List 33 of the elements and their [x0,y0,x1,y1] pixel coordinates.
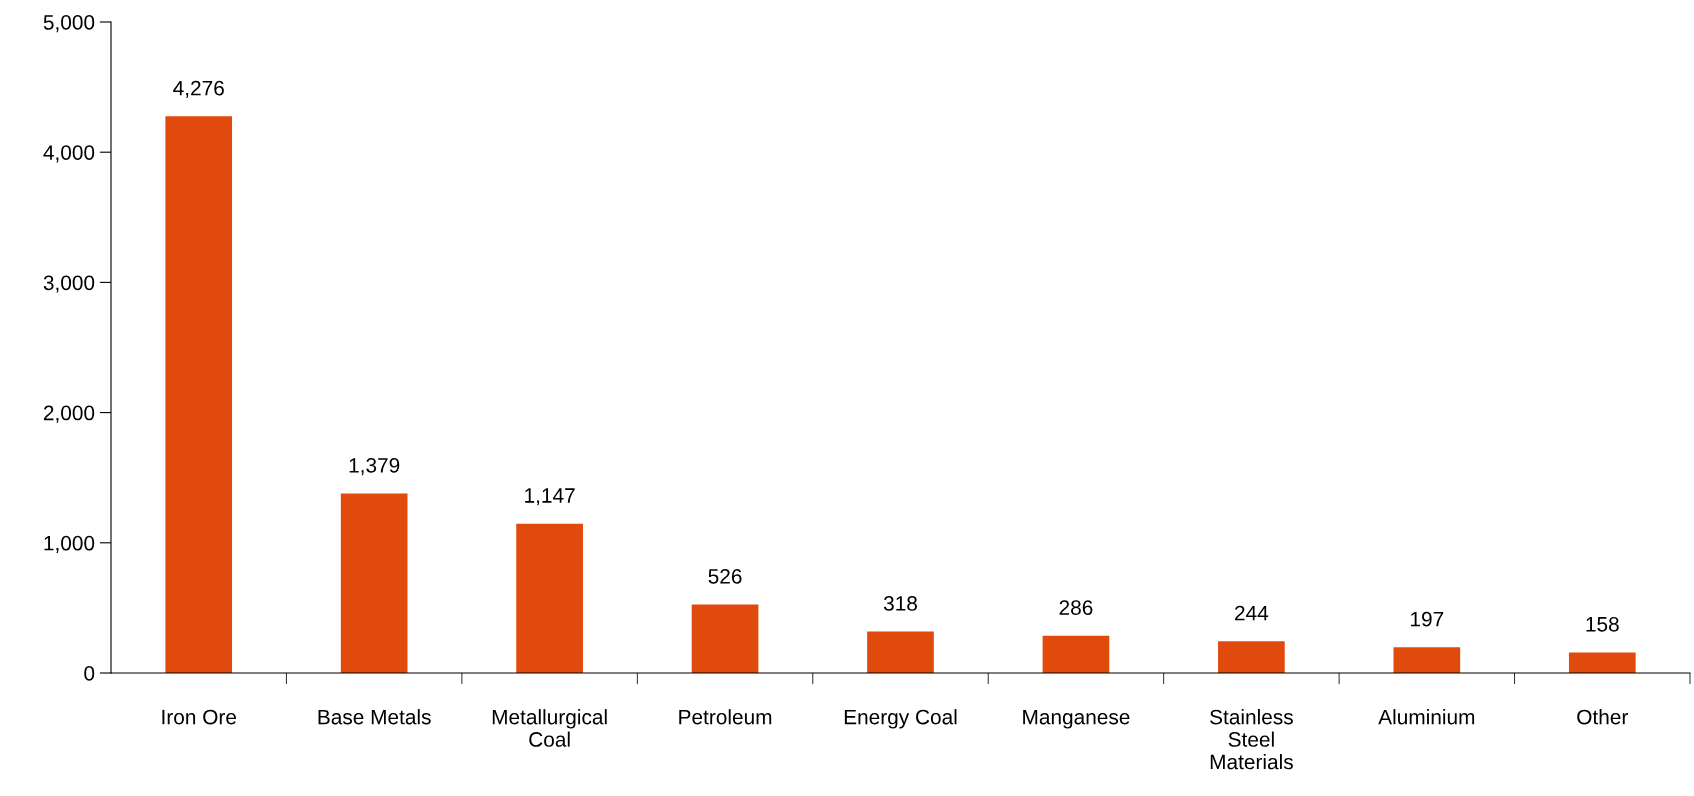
bar [340,493,408,673]
bar [691,604,759,673]
x-tick-label: Metallurgical Coal [492,709,607,747]
data-label: 197 [1411,611,1444,627]
x-tick-label: Base Metals [318,709,431,725]
y-tick-label: 2,000 [43,405,95,423]
x-tick-label: Other [1577,709,1628,725]
bar [516,523,583,673]
x-tick-label: Aluminium [1378,709,1475,725]
x-tick-label: Energy Coal [844,709,957,729]
data-label: 158 [1586,616,1619,632]
x-tick-label: Petroleum [679,709,772,725]
bar [1393,647,1461,673]
data-label: 1,379 [349,457,400,476]
y-tick-label: 5,000 [43,15,95,33]
data-label: 286 [1059,600,1093,615]
bar [867,631,934,673]
y-tick-label: 4,000 [43,145,95,163]
data-label: 318 [883,596,917,611]
bar [1042,635,1110,673]
data-label: 526 [708,568,742,584]
bar [1218,641,1285,673]
y-tick-label: 0 [84,666,95,681]
x-tick-label: Iron Ore [162,709,237,725]
x-tick-label: Manganese [1023,709,1130,729]
data-label: 244 [1235,605,1269,621]
data-label: 1,147 [525,488,575,506]
y-tick-label: 1,000 [44,535,95,554]
y-tick-label: 3,000 [43,275,95,293]
bar [165,116,233,673]
data-label: 4,276 [173,80,224,98]
bar [1568,652,1636,673]
x-tick-label: Stainless Steel Materials [1210,709,1293,770]
